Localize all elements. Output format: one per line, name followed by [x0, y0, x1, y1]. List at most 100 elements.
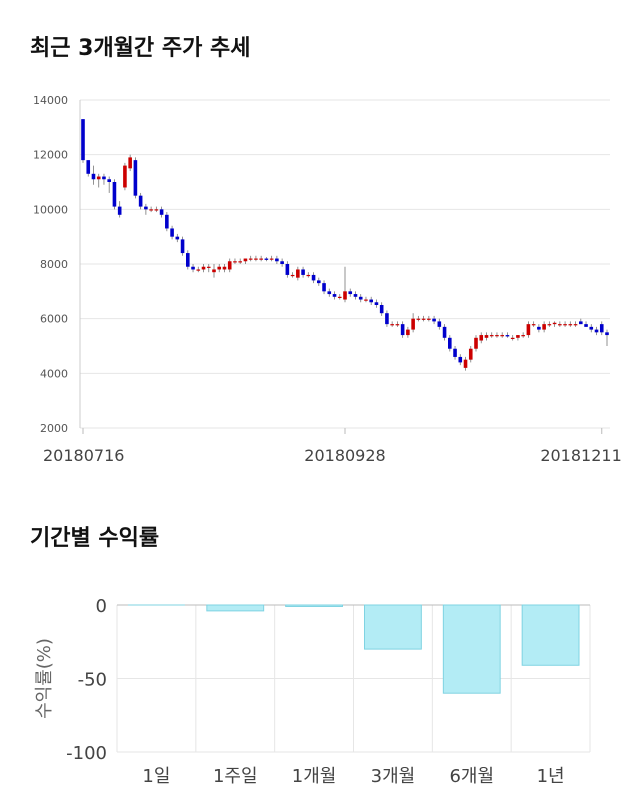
x-tick-label: 20181211	[540, 446, 621, 465]
candle-body	[248, 258, 253, 260]
candle-body	[128, 157, 132, 169]
candle-body	[416, 318, 421, 320]
candle-body	[212, 269, 216, 273]
x-tick-label: 20180716	[43, 446, 124, 465]
candle-body	[133, 160, 138, 196]
candle-body	[369, 299, 373, 303]
candle-body	[206, 266, 211, 268]
candle-body	[144, 206, 148, 210]
candle-body	[411, 318, 415, 330]
y-tick-label: 10000	[33, 203, 68, 216]
return-bar	[206, 604, 265, 612]
candle-body	[584, 324, 588, 327]
candle-body	[306, 274, 311, 277]
candle-body	[568, 324, 573, 326]
candle-body	[594, 329, 599, 333]
candle-body	[442, 326, 447, 338]
candle-body	[91, 173, 96, 180]
candle-body	[563, 324, 567, 326]
candle-body	[468, 348, 473, 360]
candle-body	[453, 348, 457, 357]
return-bar	[364, 604, 422, 650]
candle-body	[227, 261, 232, 270]
candle-body	[201, 266, 206, 270]
candle-body	[170, 228, 174, 237]
candle-body	[353, 294, 358, 297]
candle-body	[400, 324, 405, 336]
candle-body	[243, 258, 248, 262]
candle-body	[102, 176, 106, 180]
candle-body	[154, 209, 159, 211]
y-tick-label: 8000	[40, 258, 68, 271]
return-bar	[285, 604, 343, 607]
candle-body	[81, 119, 85, 161]
candle-body	[390, 324, 394, 326]
y-tick-label: 0	[96, 596, 107, 617]
candle-body	[437, 321, 442, 327]
candle-body	[432, 318, 436, 322]
candle-body	[474, 337, 478, 349]
return-bar	[442, 604, 501, 694]
candle-body	[406, 329, 410, 336]
price-trend-title: 최근 3개월간 주가 추세	[30, 36, 251, 61]
candle-body	[531, 324, 536, 326]
candle-body	[196, 269, 201, 271]
candle-body	[573, 324, 578, 326]
candle-body	[395, 324, 400, 326]
candle-body	[448, 337, 452, 349]
candle-body	[285, 264, 290, 275]
candle-body	[500, 335, 504, 337]
candle-body	[264, 258, 269, 260]
candle-body	[311, 274, 316, 281]
candle-body	[186, 253, 190, 267]
candle-body	[589, 326, 594, 330]
candle-body	[463, 359, 468, 368]
return-bar	[521, 604, 580, 666]
candle-body	[558, 324, 562, 326]
candle-body	[552, 322, 557, 325]
candle-body	[510, 337, 515, 339]
candle-body	[86, 160, 91, 174]
candle-body	[254, 258, 258, 260]
candle-body	[96, 176, 101, 180]
x-tick-label: 20180928	[304, 446, 385, 465]
x-tick-label: 1개월	[292, 766, 337, 787]
candle-body	[379, 305, 384, 314]
candle-body	[290, 274, 295, 277]
candle-body	[542, 324, 546, 330]
candle-body	[275, 258, 279, 262]
candle-body	[233, 261, 237, 263]
candle-body	[537, 326, 541, 330]
candle-body	[238, 261, 242, 263]
candle-body	[495, 335, 499, 337]
candle-body	[269, 258, 274, 260]
candle-body	[421, 318, 426, 320]
x-tick-label: 1주일	[213, 766, 258, 787]
candle-body	[489, 335, 494, 337]
x-tick-label: 6개월	[449, 766, 494, 787]
y-tick-label: 14000	[33, 94, 68, 107]
returns-title: 기간별 수익률	[30, 526, 160, 551]
candle-body	[374, 302, 379, 305]
y-tick-label: 4000	[40, 367, 68, 380]
candle-body	[123, 165, 127, 188]
candle-body	[516, 335, 520, 338]
y-axis-label: 수익률(%)	[34, 638, 55, 719]
y-tick-label: 12000	[33, 149, 68, 162]
candle-body	[427, 318, 431, 320]
candle-body	[322, 283, 326, 292]
candle-body	[296, 269, 300, 278]
candle-body	[579, 321, 583, 325]
candle-body	[505, 335, 510, 337]
candle-body	[280, 261, 284, 264]
candle-body	[217, 266, 222, 270]
y-tick-label: 2000	[40, 422, 68, 435]
candle-body	[332, 294, 337, 297]
candle-body	[138, 195, 143, 207]
candle-body	[117, 206, 122, 215]
x-tick-label: 1년	[537, 766, 565, 787]
candle-body	[458, 356, 463, 363]
candle-body	[317, 280, 321, 284]
candle-body	[327, 291, 332, 295]
candle-body	[165, 214, 169, 229]
